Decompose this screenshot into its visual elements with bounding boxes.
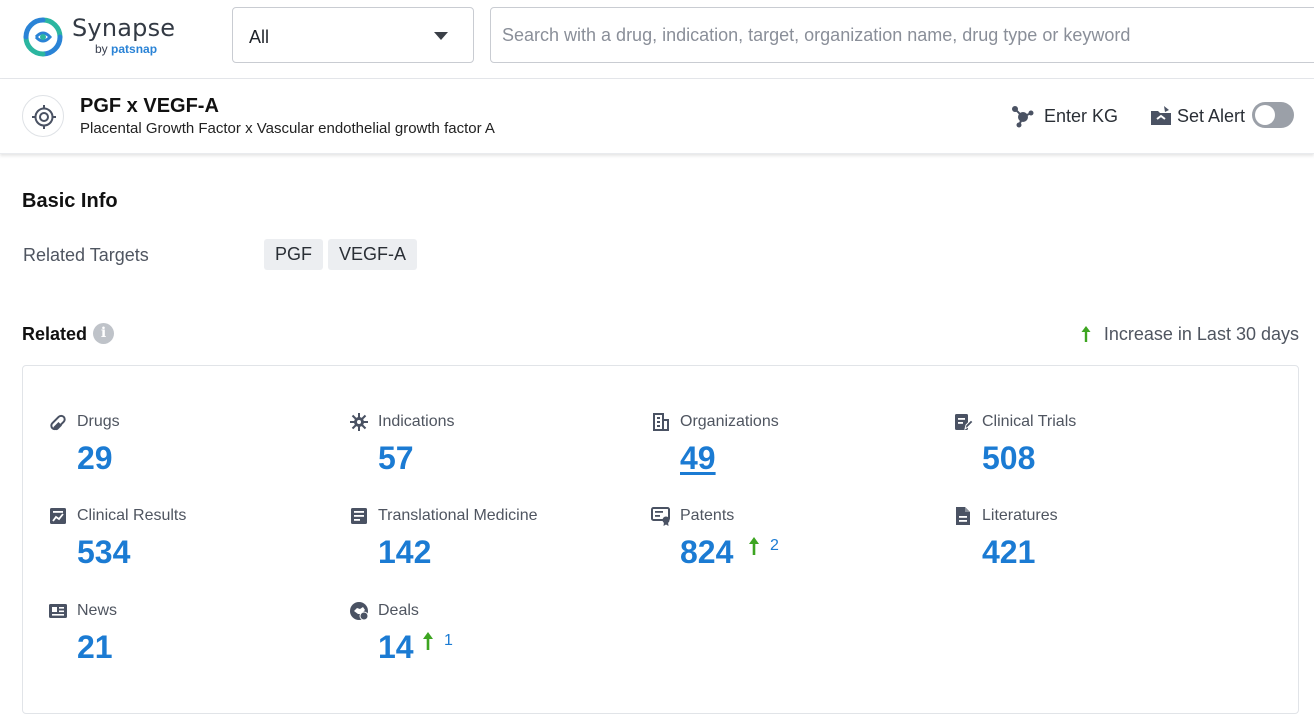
stat-literatures: Literatures 421	[953, 505, 1243, 585]
stat-name: Organizations	[680, 413, 779, 431]
stat-value[interactable]: 49	[680, 439, 716, 477]
category-select-value: All	[249, 27, 269, 48]
alert-folder-icon	[1150, 105, 1172, 127]
related-targets-label: Related Targets	[23, 245, 149, 266]
alert-toggle[interactable]	[1252, 102, 1294, 128]
page-title: PGF x VEGF-A	[80, 95, 219, 118]
stat-organizations: Organizations 49	[651, 411, 941, 491]
related-title: Related	[22, 324, 87, 345]
stat-value[interactable]: 824	[680, 533, 733, 571]
enter-kg-label: Enter KG	[1044, 106, 1118, 127]
file-text-icon	[953, 506, 973, 526]
certificate-icon	[651, 506, 671, 526]
knowledge-graph-icon	[1010, 104, 1034, 128]
chart-report-icon	[48, 506, 68, 526]
stat-value[interactable]: 21	[77, 628, 113, 666]
stat-name: Clinical Trials	[982, 413, 1076, 431]
handshake-icon	[349, 601, 369, 621]
stat-indications: Indications 57	[349, 411, 639, 491]
newspaper-icon	[48, 601, 68, 621]
pill-icon	[48, 412, 68, 432]
logo-byline: by patsnap	[95, 42, 157, 56]
stat-value[interactable]: 421	[982, 533, 1035, 571]
increase-indicator: 2	[748, 535, 779, 557]
stat-name: Patents	[680, 507, 734, 525]
stat-clinical-results: Clinical Results 534	[48, 505, 338, 585]
stat-name: Translational Medicine	[378, 507, 537, 525]
arrow-up-icon	[1080, 325, 1092, 343]
stat-name: Deals	[378, 602, 419, 620]
set-alert-label: Set Alert	[1177, 106, 1245, 127]
stat-name: Indications	[378, 413, 455, 431]
set-alert-button[interactable]: Set Alert	[1150, 104, 1245, 128]
stat-value[interactable]: 14	[378, 628, 414, 666]
logo-by: by	[95, 42, 108, 56]
logo-name: Synapse	[72, 14, 175, 42]
related-stats-card: Drugs 29 Indications 57	[22, 365, 1299, 714]
stat-name: Clinical Results	[77, 507, 186, 525]
building-icon	[651, 412, 671, 432]
stat-patents: Patents 824 2	[651, 505, 941, 585]
synapse-logo[interactable]: Synapse by patsnap	[22, 14, 172, 60]
related-target-chip[interactable]: VEGF-A	[328, 239, 417, 270]
stat-value[interactable]: 534	[77, 533, 130, 571]
stat-deals: Deals 14 1	[349, 600, 639, 680]
increase-count[interactable]: 2	[770, 537, 779, 555]
synapse-logo-icon	[22, 16, 64, 58]
target-icon	[22, 95, 64, 137]
document-list-icon	[349, 506, 369, 526]
virus-icon	[349, 412, 369, 432]
target-header: PGF x VEGF-A Placental Growth Factor x V…	[0, 79, 1314, 154]
page-subtitle: Placental Growth Factor x Vascular endot…	[80, 120, 495, 137]
stat-value[interactable]: 29	[77, 439, 113, 477]
related-target-chip[interactable]: PGF	[264, 239, 323, 270]
stat-value[interactable]: 142	[378, 533, 431, 571]
stat-value[interactable]: 57	[378, 439, 414, 477]
arrow-up-icon	[748, 536, 760, 556]
stat-name: Drugs	[77, 413, 120, 431]
stat-drugs: Drugs 29	[48, 411, 338, 491]
stat-name: Literatures	[982, 507, 1058, 525]
info-icon[interactable]: i	[93, 323, 114, 344]
logo-brand: patsnap	[111, 42, 157, 56]
enter-kg-button[interactable]: Enter KG	[1010, 104, 1118, 128]
increase-legend-label: Increase in Last 30 days	[1104, 324, 1299, 345]
stat-name: News	[77, 602, 117, 620]
top-bar: Synapse by patsnap All	[0, 0, 1314, 79]
basic-info-title: Basic Info	[22, 190, 118, 213]
stat-news: News 21	[48, 600, 338, 680]
toggle-knob	[1255, 105, 1275, 125]
stat-translational-medicine: Translational Medicine 142	[349, 505, 639, 585]
category-select[interactable]: All	[232, 7, 474, 63]
arrow-up-icon	[422, 631, 434, 651]
search-box[interactable]	[490, 7, 1314, 63]
increase-indicator: 1	[422, 630, 453, 652]
increase-count[interactable]: 1	[444, 632, 453, 650]
increase-legend: Increase in Last 30 days	[1080, 323, 1299, 345]
search-input[interactable]	[502, 22, 1302, 48]
stat-value[interactable]: 508	[982, 439, 1035, 477]
stat-clinical-trials: Clinical Trials 508	[953, 411, 1243, 491]
caret-down-icon	[434, 32, 448, 40]
clipboard-edit-icon	[953, 412, 973, 432]
